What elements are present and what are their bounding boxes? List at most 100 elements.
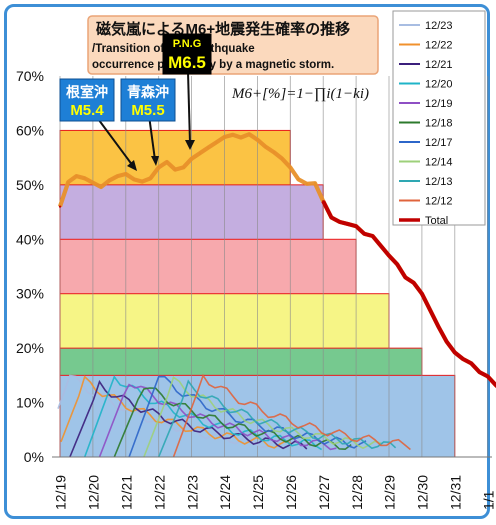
series-line-12-13 [157, 379, 397, 458]
series-line-12-22 [60, 375, 293, 449]
annotation-png-place: P.N.G [173, 38, 202, 50]
legend-label: 12/17 [425, 137, 453, 149]
total-point [429, 308, 432, 312]
annotation-aomori-box [120, 78, 176, 122]
legend-label: Total [425, 215, 448, 227]
annotation-aomori-magnitude: M5.5 [131, 102, 164, 119]
x-tick-label: 12/19 [53, 475, 69, 510]
legend-label: 12/14 [425, 157, 453, 169]
y-tick-label: 40% [16, 231, 44, 247]
series-line-12-14 [143, 376, 382, 458]
y-tick-label: 30% [16, 286, 44, 302]
total-point [174, 168, 177, 171]
total-point [420, 292, 423, 295]
annotation-png-arrowhead [185, 140, 195, 150]
total-series [58, 132, 496, 389]
legend-label: 12/23 [425, 20, 453, 32]
annotation-png-box [162, 33, 212, 75]
total-point [371, 234, 374, 238]
axes: 0% 10% 20% 30% 40% 50% 60% 70% 12/19 12/20 12/21 12… [16, 68, 496, 510]
total-point [91, 181, 94, 184]
x-tick-label: 12/30 [415, 475, 431, 510]
total-point [124, 172, 127, 176]
legend: 12/23 12/22 12/21 12/20 12/19 12/18 12/17 12/14… [392, 10, 486, 227]
total-point [404, 276, 407, 279]
total-point [256, 138, 259, 141]
total-point [132, 178, 136, 181]
total-point [141, 180, 144, 183]
series-line-12-19 [98, 383, 337, 458]
total-point [461, 357, 465, 361]
legend-label: 12/19 [425, 98, 453, 110]
annotation-png-magnitude: M6.5 [168, 53, 206, 72]
total-point [182, 166, 185, 169]
total-point [58, 205, 62, 208]
x-tick-label: 12/28 [349, 475, 365, 510]
total-point [223, 135, 226, 139]
x-tick-label: 12/23 [184, 475, 200, 510]
x-tick-label: 12/25 [250, 475, 266, 510]
y-tick-label: 60% [16, 122, 44, 138]
legend-label: 12/12 [425, 196, 453, 208]
series-line-12-21 [69, 379, 308, 458]
total-point [486, 375, 489, 378]
total-point [379, 244, 382, 247]
total-point [330, 216, 333, 219]
x-tick-label: 12/26 [283, 475, 299, 510]
total-point [322, 200, 325, 203]
total-point [355, 225, 358, 228]
x-tick-label: 12/22 [151, 475, 167, 510]
x-tick-label: 12/24 [217, 475, 233, 510]
total-point [100, 185, 103, 189]
legend-label: 12/13 [425, 176, 453, 188]
annotation-aomori-arrowhead [151, 156, 159, 166]
total-point [239, 136, 242, 139]
total-point [75, 175, 78, 178]
total-point [67, 181, 70, 184]
annotation-png-arrow [187, 71, 191, 144]
annotation-nemuro-place: 根室沖 [66, 84, 108, 100]
total-point [478, 371, 481, 374]
annotation-nemuro: 根室沖 M5.4 [59, 78, 137, 171]
total-point [264, 145, 267, 148]
total-point [297, 178, 300, 181]
total-point [346, 222, 349, 226]
total-point [108, 179, 111, 182]
total-point [313, 182, 317, 185]
x-tick-label: 1/1 [480, 490, 496, 510]
x-tick-label: 12/21 [119, 475, 135, 510]
annotation-png: P.N.G M6.5 [162, 33, 212, 150]
title-box: 磁気嵐によるM6+地震発生確率の推移 /Transition of M6+ ea… [87, 15, 379, 75]
legend-label: 12/20 [425, 79, 453, 91]
x-tick-label: 12/27 [316, 475, 332, 510]
legend-label: 12/22 [425, 40, 453, 52]
total-point [231, 133, 234, 136]
total-point [165, 160, 168, 164]
total-point [190, 157, 193, 160]
total-point [198, 152, 201, 155]
annotation-nemuro-arrowhead [127, 160, 137, 171]
annotation-aomori-place: 青森沖 [127, 84, 169, 100]
total-point [305, 182, 308, 185]
y-tick-label: 20% [16, 340, 44, 356]
total-point [412, 281, 415, 284]
total-point [363, 232, 366, 235]
y-tick-label: 0% [24, 449, 44, 465]
series-line-12-17 [128, 375, 367, 458]
series-line-12-12 [172, 373, 411, 458]
y-tick-label: 50% [16, 177, 44, 193]
y-tick-label: 70% [16, 68, 44, 84]
total-point [116, 175, 119, 178]
total-point [445, 340, 448, 343]
chart-title: 磁気嵐によるM6+地震発生確率の推移 [96, 20, 350, 38]
y-tick-label: 10% [16, 395, 44, 411]
legend-label: 12/18 [425, 118, 453, 130]
total-point [453, 351, 456, 354]
total-point [215, 141, 218, 144]
total-point [149, 177, 152, 180]
total-point [338, 220, 341, 223]
total-point [281, 157, 284, 160]
total-point [248, 133, 251, 136]
total-point [470, 362, 473, 365]
